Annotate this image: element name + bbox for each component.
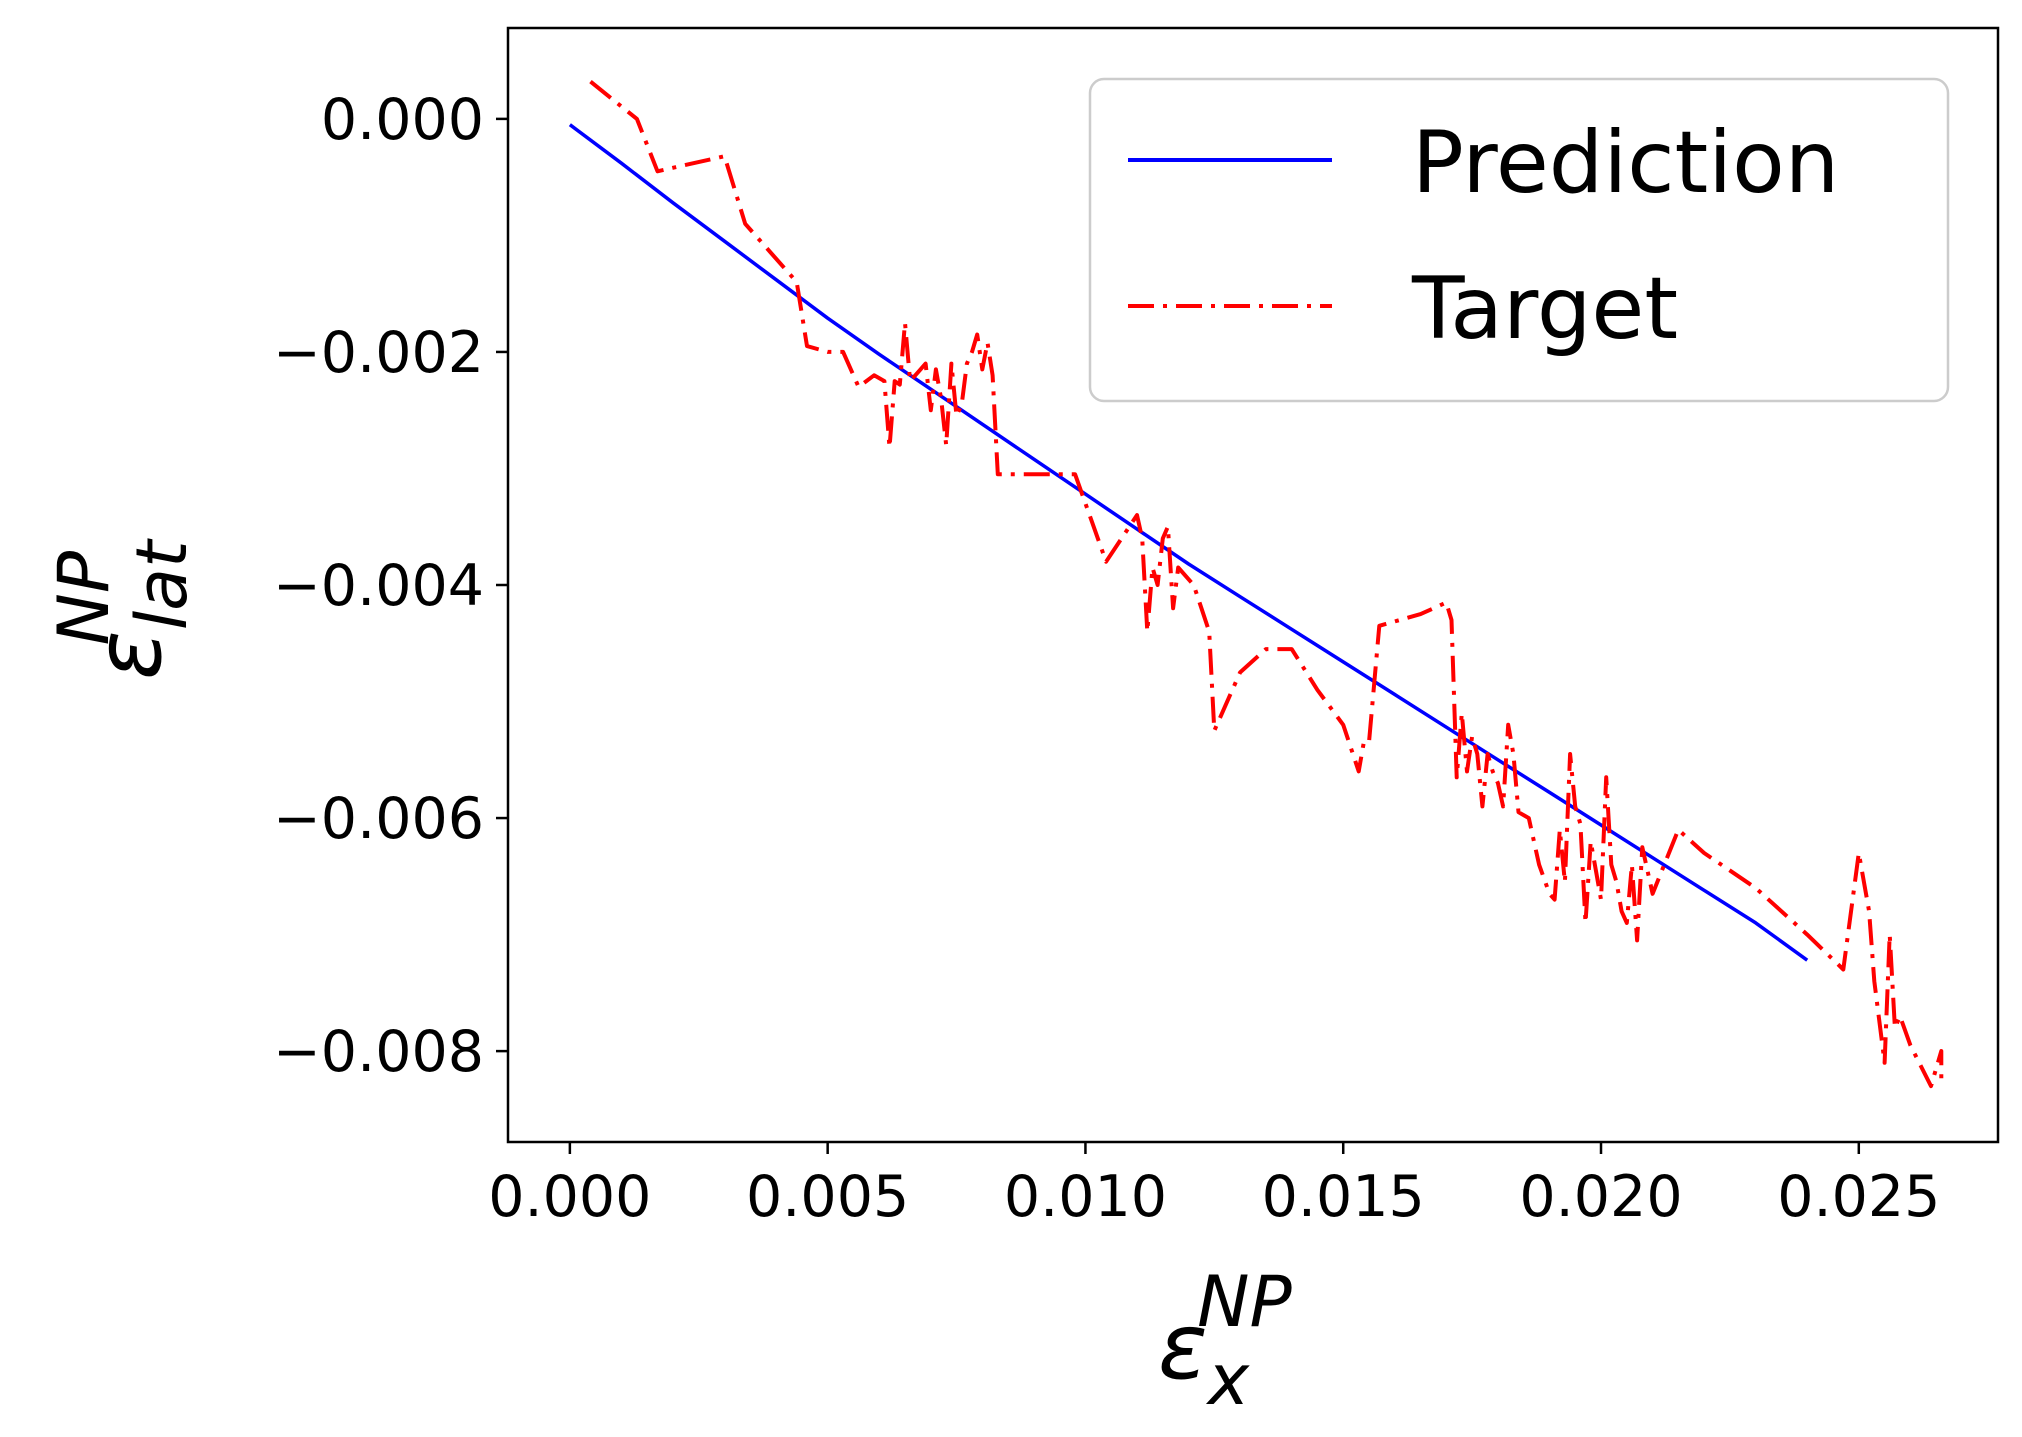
x-tick-label: 0.025 bbox=[1777, 1164, 1940, 1230]
y-tick-label: 0.000 bbox=[321, 87, 484, 153]
legend-entry-prediction: Prediction bbox=[1128, 113, 1839, 213]
y-axis-label-sup: NP bbox=[43, 550, 125, 645]
x-axis-label: εxNP bbox=[1158, 1261, 1293, 1421]
series-line-prediction bbox=[568, 123, 1809, 962]
x-axis-label-sub: x bbox=[1206, 1339, 1250, 1421]
y-tick-label: −0.008 bbox=[273, 1019, 484, 1085]
series-line-target bbox=[589, 80, 1944, 1089]
legend-label-target: Target bbox=[1411, 259, 1678, 359]
y-tick-label: −0.002 bbox=[273, 320, 484, 386]
x-tick-label: 0.020 bbox=[1519, 1164, 1682, 1230]
legend-label-prediction: Prediction bbox=[1412, 113, 1839, 213]
legend-entry-target: Target bbox=[1128, 259, 1678, 359]
x-axis-label-sup: NP bbox=[1197, 1261, 1292, 1343]
series-layer bbox=[568, 80, 1944, 1089]
x-tick-label: 0.010 bbox=[1004, 1164, 1167, 1230]
x-tick-label: 0.000 bbox=[488, 1164, 651, 1230]
x-tick-label: 0.005 bbox=[746, 1164, 909, 1230]
y-axis-ticks: 0.000 −0.002 −0.004 −0.006 −0.008 bbox=[273, 87, 508, 1085]
x-axis-ticks: 0.000 0.005 0.010 0.015 0.020 0.025 bbox=[488, 1142, 1940, 1230]
y-axis-label: εlatNP bbox=[43, 538, 203, 680]
legend: Prediction Target bbox=[1088, 77, 1950, 403]
y-tick-label: −0.004 bbox=[273, 553, 484, 619]
x-tick-label: 0.015 bbox=[1262, 1164, 1425, 1230]
y-tick-label: −0.006 bbox=[273, 786, 484, 852]
y-axis-label-sub: lat bbox=[121, 538, 203, 630]
